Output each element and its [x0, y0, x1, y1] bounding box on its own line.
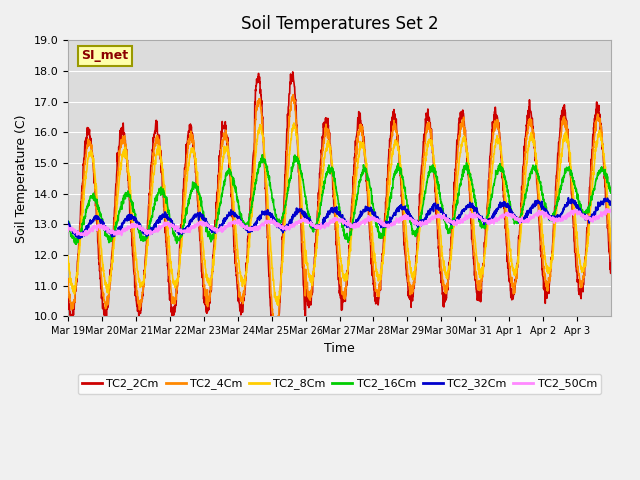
TC2_16Cm	[534, 173, 542, 179]
TC2_50Cm	[607, 208, 615, 214]
TC2_8Cm	[118, 151, 126, 157]
TC2_4Cm	[236, 291, 243, 297]
TC2_8Cm	[607, 232, 615, 238]
Y-axis label: Soil Temperature (C): Soil Temperature (C)	[15, 114, 28, 242]
TC2_16Cm	[372, 224, 380, 230]
TC2_2Cm	[271, 352, 278, 358]
TC2_2Cm	[118, 130, 126, 135]
TC2_16Cm	[607, 188, 615, 193]
TC2_16Cm	[504, 189, 511, 195]
TC2_8Cm	[290, 120, 298, 126]
TC2_50Cm	[118, 227, 126, 232]
Line: TC2_16Cm: TC2_16Cm	[68, 155, 611, 244]
TC2_32Cm	[64, 218, 72, 224]
Line: TC2_32Cm: TC2_32Cm	[68, 198, 611, 239]
TC2_2Cm	[289, 69, 296, 75]
Legend: TC2_2Cm, TC2_4Cm, TC2_8Cm, TC2_16Cm, TC2_32Cm, TC2_50Cm: TC2_2Cm, TC2_4Cm, TC2_8Cm, TC2_16Cm, TC2…	[77, 374, 602, 394]
TC2_4Cm	[504, 239, 511, 245]
Line: TC2_4Cm: TC2_4Cm	[68, 95, 611, 334]
TC2_4Cm	[289, 92, 297, 97]
TC2_2Cm	[607, 271, 615, 276]
TC2_32Cm	[503, 204, 511, 210]
Title: Soil Temperatures Set 2: Soil Temperatures Set 2	[241, 15, 438, 33]
Line: TC2_2Cm: TC2_2Cm	[68, 72, 611, 355]
TC2_2Cm	[504, 259, 511, 264]
TC2_50Cm	[602, 206, 610, 212]
TC2_50Cm	[82, 233, 90, 239]
TC2_16Cm	[72, 241, 80, 247]
TC2_50Cm	[372, 219, 380, 225]
TC2_32Cm	[600, 199, 607, 204]
TC2_50Cm	[236, 220, 244, 226]
TC2_8Cm	[372, 266, 380, 272]
TC2_16Cm	[600, 168, 607, 174]
TC2_32Cm	[118, 222, 126, 228]
TC2_8Cm	[534, 175, 542, 180]
TC2_50Cm	[600, 210, 607, 216]
Text: SI_met: SI_met	[82, 49, 129, 62]
TC2_4Cm	[372, 289, 380, 295]
TC2_4Cm	[272, 331, 280, 337]
TC2_8Cm	[504, 217, 511, 223]
TC2_2Cm	[600, 163, 607, 168]
TC2_32Cm	[564, 195, 572, 201]
TC2_2Cm	[534, 195, 542, 201]
TC2_4Cm	[118, 138, 126, 144]
TC2_4Cm	[534, 188, 542, 193]
TC2_8Cm	[64, 253, 72, 259]
TC2_32Cm	[372, 214, 380, 220]
TC2_50Cm	[534, 213, 541, 219]
TC2_32Cm	[75, 236, 83, 241]
TC2_2Cm	[372, 295, 380, 301]
TC2_32Cm	[236, 218, 244, 224]
TC2_8Cm	[600, 151, 607, 156]
TC2_16Cm	[64, 221, 72, 227]
Line: TC2_8Cm: TC2_8Cm	[68, 123, 611, 305]
TC2_32Cm	[607, 202, 615, 208]
TC2_4Cm	[600, 158, 607, 164]
X-axis label: Time: Time	[324, 342, 355, 355]
TC2_8Cm	[236, 265, 243, 271]
TC2_16Cm	[259, 152, 266, 157]
TC2_8Cm	[274, 302, 282, 308]
TC2_4Cm	[64, 276, 72, 282]
TC2_4Cm	[607, 256, 615, 262]
TC2_50Cm	[503, 211, 511, 216]
TC2_16Cm	[118, 202, 126, 207]
TC2_50Cm	[64, 223, 72, 229]
TC2_2Cm	[64, 294, 72, 300]
TC2_16Cm	[236, 212, 244, 218]
TC2_2Cm	[236, 300, 243, 306]
TC2_32Cm	[534, 199, 541, 205]
Line: TC2_50Cm: TC2_50Cm	[68, 209, 611, 236]
